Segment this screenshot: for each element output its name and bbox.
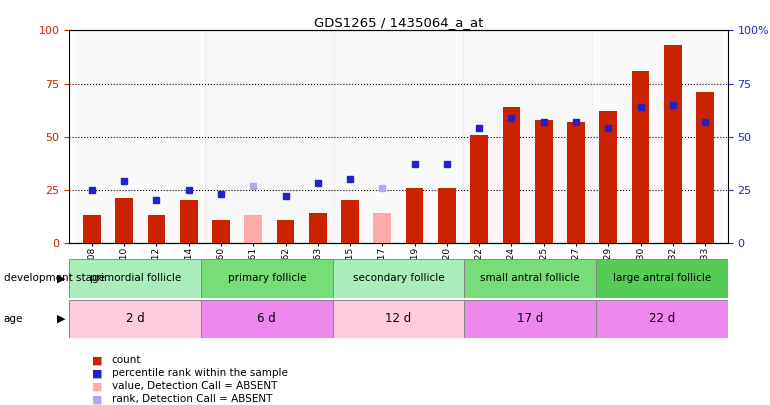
Bar — [406, 188, 424, 243]
Text: count: count — [112, 356, 141, 365]
Bar — [464, 259, 596, 298]
Bar — [180, 200, 198, 243]
Bar — [333, 300, 464, 338]
Text: 12 d: 12 d — [385, 312, 412, 326]
Text: ▶: ▶ — [57, 314, 65, 324]
Bar — [631, 71, 649, 243]
Bar — [201, 259, 333, 298]
Text: primary follicle: primary follicle — [228, 273, 306, 283]
Bar — [470, 134, 488, 243]
Text: secondary follicle: secondary follicle — [353, 273, 444, 283]
Text: ▶: ▶ — [57, 273, 65, 283]
Bar — [334, 30, 463, 243]
Bar — [75, 30, 205, 243]
Text: ■: ■ — [92, 382, 103, 391]
Bar — [212, 220, 230, 243]
Text: 2 d: 2 d — [126, 312, 145, 326]
Text: percentile rank within the sample: percentile rank within the sample — [112, 369, 287, 378]
Bar — [664, 45, 681, 243]
Text: value, Detection Call = ABSENT: value, Detection Call = ABSENT — [112, 382, 277, 391]
Bar — [201, 300, 333, 338]
Bar — [592, 30, 721, 243]
Bar — [535, 120, 553, 243]
Bar — [276, 220, 294, 243]
Bar — [309, 213, 326, 243]
Bar — [69, 259, 201, 298]
Title: GDS1265 / 1435064_a_at: GDS1265 / 1435064_a_at — [314, 16, 483, 29]
Text: age: age — [4, 314, 23, 324]
Text: ■: ■ — [92, 369, 103, 378]
Bar — [116, 198, 133, 243]
Bar — [244, 215, 262, 243]
Bar — [341, 200, 359, 243]
Bar — [599, 111, 617, 243]
Bar — [333, 259, 464, 298]
Bar — [463, 30, 592, 243]
Bar — [148, 215, 166, 243]
Bar — [567, 122, 585, 243]
Text: large antral follicle: large antral follicle — [613, 273, 711, 283]
Bar — [596, 259, 728, 298]
Text: primordial follicle: primordial follicle — [89, 273, 181, 283]
Text: rank, Detection Call = ABSENT: rank, Detection Call = ABSENT — [112, 394, 272, 404]
Text: 22 d: 22 d — [648, 312, 675, 326]
Text: 17 d: 17 d — [517, 312, 544, 326]
Bar — [503, 107, 521, 243]
Bar — [69, 300, 201, 338]
Bar — [373, 213, 391, 243]
Text: development stage: development stage — [4, 273, 105, 283]
Text: 6 d: 6 d — [257, 312, 276, 326]
Bar — [205, 30, 334, 243]
Bar — [596, 300, 728, 338]
Text: ■: ■ — [92, 356, 103, 365]
Text: small antral follicle: small antral follicle — [480, 273, 580, 283]
Bar — [83, 215, 101, 243]
Text: ■: ■ — [92, 394, 103, 404]
Bar — [464, 300, 596, 338]
Bar — [438, 188, 456, 243]
Bar — [696, 92, 714, 243]
